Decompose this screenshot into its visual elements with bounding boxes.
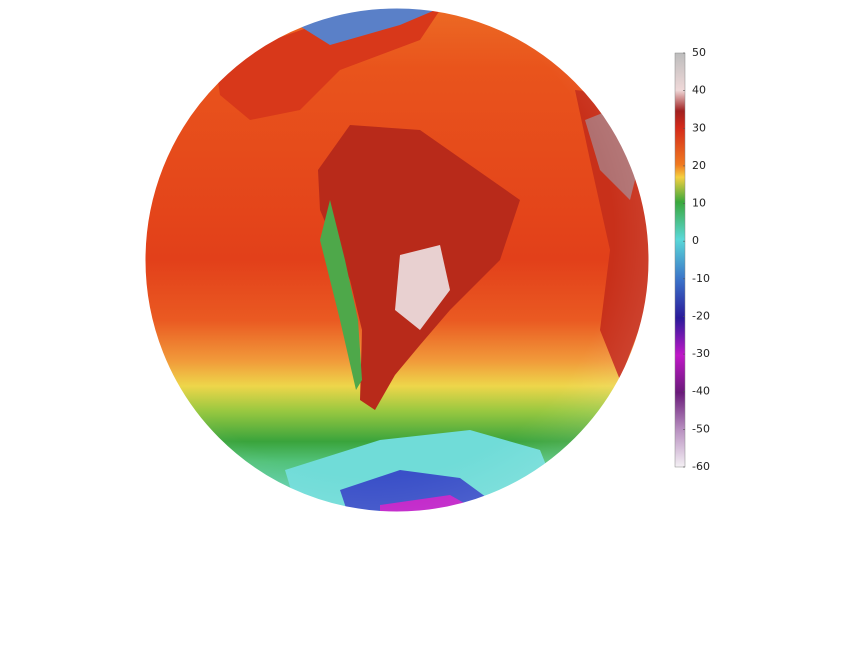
colorbar-tick-label: 20 [692,159,706,172]
colorbar-tick-label: 10 [692,197,706,210]
colorbar-tick-label: 50 [692,46,706,59]
colorbar-tick-label: 40 [692,84,706,97]
colorbar-tick-label: 30 [692,121,706,134]
colorbar [674,52,686,468]
colorbar-tick-label: -30 [692,347,710,360]
colorbar-tick-label: -10 [692,272,710,285]
globe-edge [144,7,650,513]
colorbar-ticks: 50 40 30 20 10 0 -10 -20 -30 -40 -50 -60 [683,46,710,473]
colorbar-tick-label: -20 [692,309,710,322]
colorbar-tick-label: -60 [692,460,710,473]
colorbar-tick-label: 0 [692,234,699,247]
colorbar-tick-label: -50 [692,422,710,435]
colorbar-tick-label: -40 [692,385,710,398]
globe [145,8,649,512]
